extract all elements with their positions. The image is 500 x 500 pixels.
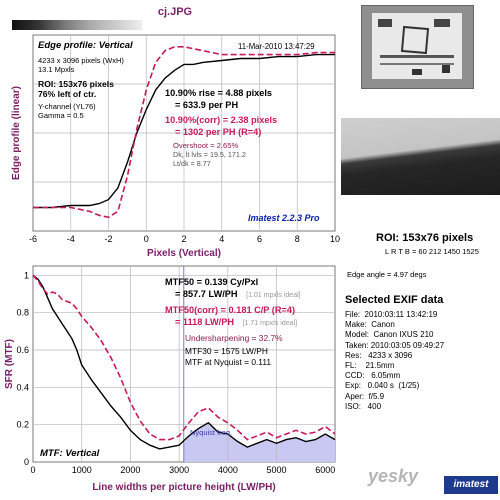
roi-crop-image [341, 118, 500, 195]
mtf-ylabel: SFR (MTF) [4, 339, 15, 389]
edge-date: 11-Mar-2010 13:47:29 [238, 42, 315, 51]
x-tick-label: 3000 [169, 465, 189, 475]
edge-mpxls: 13.1 Mpxls [38, 65, 75, 75]
edge-brand: Imatest 2.2.3 Pro [248, 213, 320, 223]
x-tick-label: 4000 [218, 465, 238, 475]
edge-plot: -6 -4 -2 0 2 4 6 8 10 Pixels (Vertical) Edge pro… [11, 34, 340, 259]
mtf50-corr-ideal: [1.71 mpxls ideal] [242, 319, 298, 327]
roi-title: ROI: 153x76 pixels [376, 232, 474, 244]
edge-angle: Edge angle = 4.97 degs [347, 270, 427, 279]
test-chart-inner [372, 13, 462, 79]
mtf50-corr-line-1: MTF50(corr) = 0.181 C/P (R=4) [165, 305, 296, 316]
nyquist-label: Nyquist freq. [190, 428, 233, 437]
lt-dk-ratio: Lt/dk = 8.77 [173, 159, 211, 169]
x-tick-label: 6 [257, 234, 262, 244]
rise-line-1: 10.90% rise = 4.88 pixels [165, 88, 273, 98]
exif-row: Taken: 2010:03:05 09:49:27 [345, 340, 445, 350]
x-tick-label: 0 [144, 234, 149, 244]
y-tick-label: 0.2 [16, 420, 29, 430]
edge-profile-line [33, 53, 335, 209]
exif-row: FL: 21.5mm [345, 361, 395, 371]
edge-size: 4233 x 3096 pixels (WxH) [38, 55, 124, 65]
edge-info-block: Edge profile: Vertical 4233 x 3096 pixel… [38, 40, 133, 121]
exif-row: Model: Canon IXUS 210 [345, 330, 434, 340]
mtf-plot: 0 1000 2000 3000 4000 5000 600000.20.40.60.81 … [4, 265, 336, 493]
edge-profile-corr-line [33, 46, 335, 219]
y-tick-label: 0.4 [16, 382, 29, 392]
edge-ylabel: Edge profile (linear) [11, 86, 22, 180]
x-tick-label: 6000 [315, 465, 335, 475]
mtf50-line-2: = 857.7 LW/PH [175, 288, 238, 299]
edge-roi-2: 76% left of ctr. [38, 89, 97, 100]
x-tick-label: -4 [67, 234, 75, 244]
watermark-logo: yesky [368, 466, 419, 486]
mtf50-line-2-row: = 857.7 LW/PH [1.01 mpxls ideal] [165, 289, 301, 301]
exif-row: ISO: 400 [345, 401, 382, 411]
mtf-results: MTF50 = 0.139 Cy/Pxl = 857.7 LW/PH [1.01… [165, 277, 301, 367]
x-tick-label: 8 [295, 234, 300, 244]
mtf50-corr-line-2-row: = 1118 LW/PH [1.71 mpxls ideal] [165, 317, 301, 329]
x-tick-label: 10 [330, 234, 340, 244]
mtf50-ideal: [1.01 mpxls ideal] [246, 291, 301, 299]
corr-line-1: 10.90%(corr) = 2.38 pixels [165, 115, 278, 125]
edge-gamma: Gamma = 0.5 [38, 111, 84, 121]
y-tick-label: 1 [24, 270, 29, 280]
exif-title: Selected EXIF data [345, 294, 444, 306]
exif-row: CCD: 6.05mm [345, 371, 401, 381]
nyquist-region [183, 422, 335, 462]
x-tick-label: 1000 [72, 465, 92, 475]
edge-results: 10.90% rise = 4.88 pixels = 633.9 per PH… [165, 88, 277, 168]
mtf50-corr-line-2: = 1118 LW/PH [175, 316, 234, 327]
mtf-xlabel: Line widths per picture height (LW/PH) [92, 482, 275, 493]
exif-row: Aper: f/5.9 [345, 391, 385, 401]
edge-xlabel: Pixels (Vertical) [147, 248, 221, 259]
mtf-corr-line [32, 274, 336, 441]
x-tick-label: -2 [104, 234, 112, 244]
exif-row: Make: Canon [345, 320, 395, 330]
mtf-line [32, 274, 336, 450]
exif-row: Exp: 0.040 s (1/25) [345, 381, 420, 391]
mtf-at-nyquist: MTF at Nyquist = 0.111 [185, 356, 272, 367]
corr-line-2: = 1302 per PH (R=4) [175, 126, 262, 137]
roi-lrtb: L R T B = 60 212 1450 1525 [385, 247, 479, 256]
dk-lt-levels: Dk, lt lvls = 19.5, 171.2 [173, 150, 246, 160]
y-tick-label: 0 [24, 457, 29, 467]
header-title: cj.JPG [157, 6, 193, 18]
edge-title: Edge profile: Vertical [38, 40, 133, 51]
exif-row: Res: 4233 x 3096 [345, 350, 413, 360]
imatest-logo: imatest [444, 476, 498, 494]
y-tick-label: 0.6 [16, 345, 29, 355]
grayscale-strip [12, 20, 142, 30]
test-chart-thumbnail [361, 5, 474, 89]
mtf-title: MTF: Vertical [40, 448, 100, 459]
exif-list: File: 2010:03:11 13:42:19 Make: Canon Mode… [345, 310, 444, 412]
x-tick-label: 2 [181, 234, 186, 244]
overshoot: Overshoot = 2.65% [173, 141, 239, 150]
imatest-logo-text: imatest [453, 479, 489, 490]
x-tick-label: 0 [30, 465, 35, 475]
mtf30: MTF30 = 1575 LW/PH [185, 346, 268, 356]
undersharpening: Undersharpening = 32.7% [185, 332, 283, 343]
edge-channel: Y-channel (YL76) [38, 102, 96, 112]
x-tick-label: -6 [29, 234, 37, 244]
exif-row: File: 2010:03:11 13:42:19 [345, 310, 438, 319]
x-tick-label: 4 [219, 234, 224, 244]
x-tick-label: 2000 [120, 465, 140, 475]
edge-roi-1: ROI: 153x76 pixels [38, 78, 114, 89]
rise-line-2: = 633.9 per PH [175, 99, 239, 110]
y-tick-label: 0.8 [16, 308, 29, 318]
mtf50-line-1: MTF50 = 0.139 Cy/Pxl [165, 277, 259, 287]
x-tick-label: 5000 [267, 465, 287, 475]
